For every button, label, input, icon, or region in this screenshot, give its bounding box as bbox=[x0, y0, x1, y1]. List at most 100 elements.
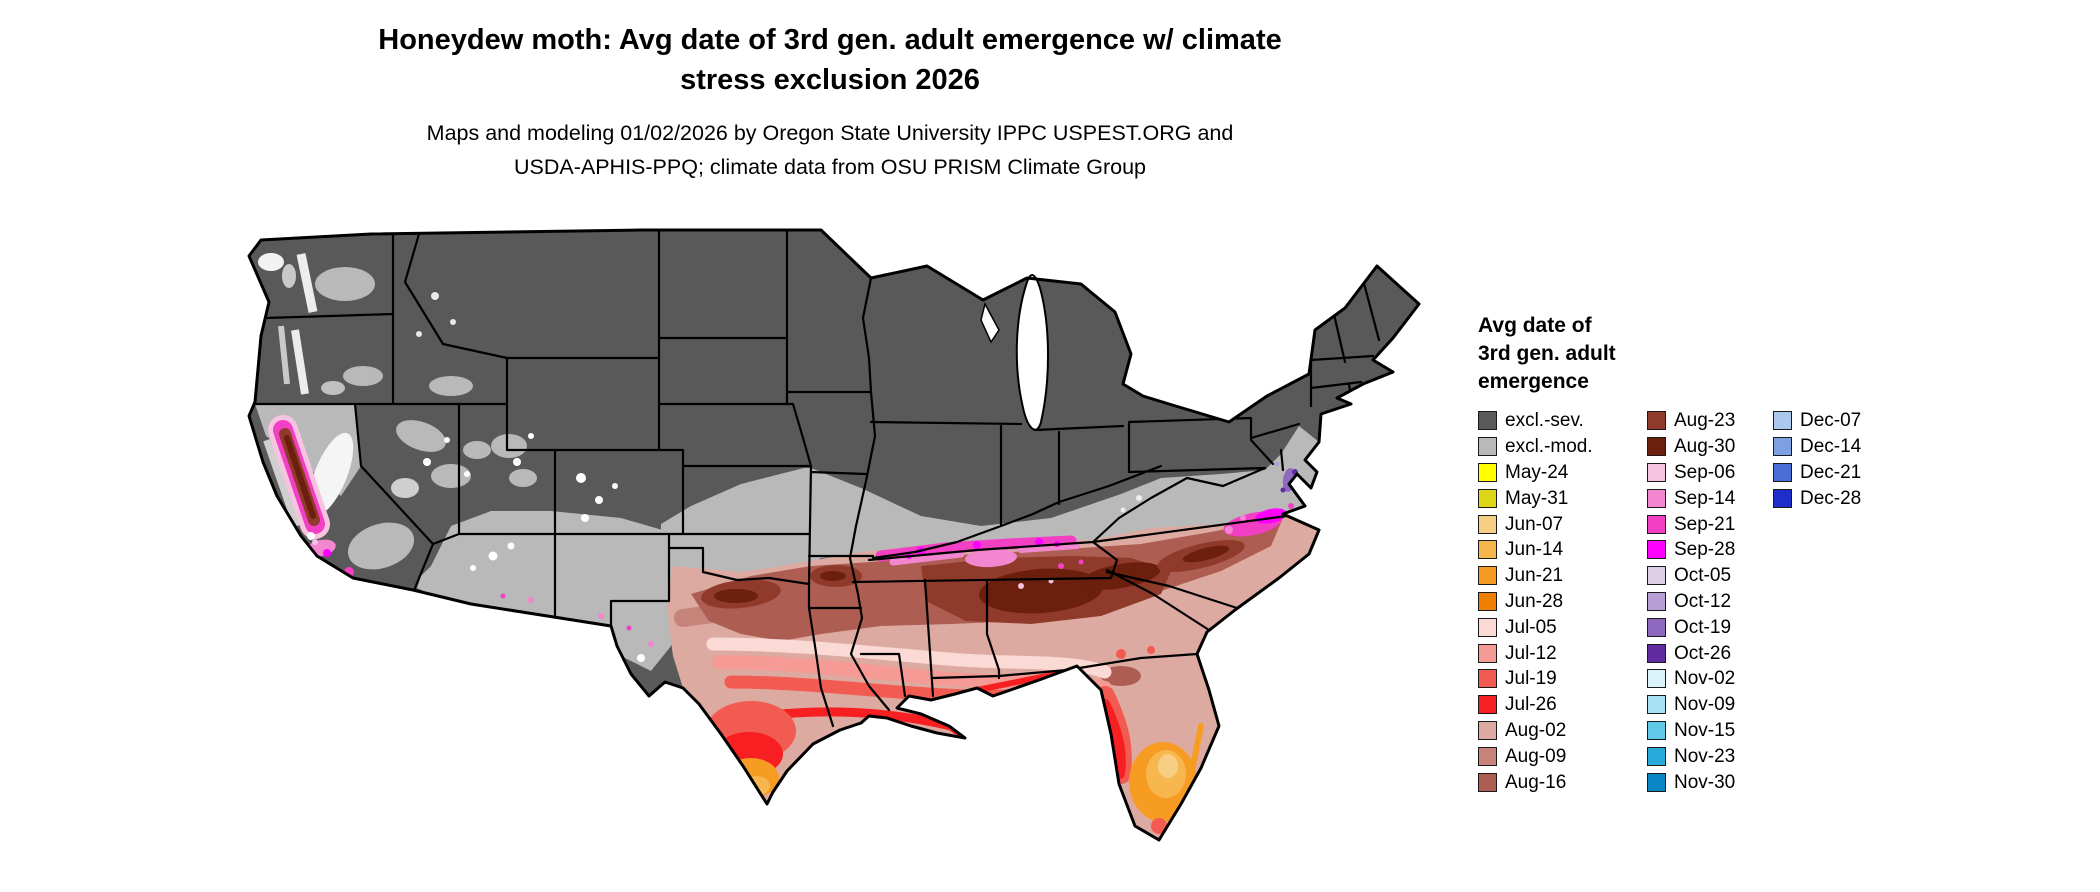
legend-entry: Jun-21 bbox=[1478, 563, 1647, 589]
legend-swatch bbox=[1647, 514, 1666, 534]
legend-entry-label: Aug-02 bbox=[1505, 719, 1567, 741]
excl-moderate-utah-2 bbox=[509, 469, 537, 487]
legend-entry-label: Dec-21 bbox=[1800, 461, 1862, 483]
darkpurple-speck-2 bbox=[1280, 487, 1286, 493]
magenta-speck-tn-2 bbox=[973, 541, 981, 549]
us-map-svg bbox=[247, 228, 1421, 876]
white-olympics bbox=[258, 253, 284, 271]
legend-swatch bbox=[1478, 669, 1497, 689]
legend-entry-label: Aug-23 bbox=[1674, 410, 1736, 432]
legend-column-3: Dec-07 Dec-14 Dec-21 Dec-28 bbox=[1773, 408, 1861, 511]
legend-swatch bbox=[1773, 411, 1792, 431]
legend-entry-label: Jun-07 bbox=[1505, 513, 1564, 535]
pink-speck-nc-1 bbox=[1225, 526, 1233, 534]
pink-speck-nm-1 bbox=[598, 613, 604, 619]
pink-speck-nm-3 bbox=[587, 628, 591, 632]
title-line-1: Honeydew moth: Avg date of 3rd gen. adul… bbox=[378, 24, 1282, 56]
us-outline bbox=[247, 228, 1421, 842]
header: Honeydew moth: Avg date of 3rd gen. adul… bbox=[190, 20, 1470, 184]
ca-valley-darkbrown bbox=[284, 435, 316, 519]
page-subtitle: Maps and modeling 01/02/2026 by Oregon S… bbox=[190, 116, 1470, 184]
excl-moderate-se-oregon-2 bbox=[321, 381, 345, 395]
legend-entry: Sep-14 bbox=[1647, 485, 1773, 511]
red-speck-georgia-2 bbox=[1147, 646, 1155, 654]
legend-swatch bbox=[1647, 617, 1666, 637]
excl-moderate-basin-1 bbox=[396, 420, 446, 452]
legend-entry: Nov-02 bbox=[1647, 666, 1773, 692]
legend-entry-label: Sep-28 bbox=[1674, 539, 1736, 561]
legend-entry: Aug-16 bbox=[1478, 769, 1647, 795]
ca-la-magenta bbox=[323, 549, 331, 557]
subtitle-line-1: Maps and modeling 01/02/2026 by Oregon S… bbox=[426, 121, 1234, 145]
us-choropleth-map bbox=[221, 226, 1427, 882]
sfl-tip-red bbox=[1151, 818, 1167, 834]
title-line-2: stress exclusion 2026 bbox=[680, 64, 980, 96]
legend-entry: Jun-28 bbox=[1478, 589, 1647, 615]
legend-swatch bbox=[1478, 643, 1497, 663]
legend-entry: Nov-30 bbox=[1647, 769, 1773, 795]
florida-keys-yellow bbox=[1129, 872, 1173, 876]
excl-moderate-se-california bbox=[347, 522, 415, 570]
white-speck-co-3 bbox=[581, 514, 589, 522]
band-jul05 bbox=[706, 637, 1112, 679]
legend-entry: Jul-19 bbox=[1478, 666, 1647, 692]
legend-swatch bbox=[1478, 462, 1497, 482]
legend-swatch bbox=[1478, 411, 1497, 431]
pink-blob-mid-tn bbox=[965, 548, 1017, 568]
sfl-east-coast-orange bbox=[1186, 723, 1204, 789]
excl-moderate-willamette bbox=[278, 325, 290, 385]
legend-swatch bbox=[1773, 437, 1792, 457]
legend-entry: Dec-28 bbox=[1773, 485, 1861, 511]
legend-entry-label: May-31 bbox=[1505, 487, 1569, 509]
excl-moderate-e-wash bbox=[315, 267, 375, 301]
legend-swatch bbox=[1647, 462, 1666, 482]
legend-entry: Oct-05 bbox=[1647, 563, 1773, 589]
white-or-cascades bbox=[291, 329, 309, 395]
legend-swatch bbox=[1478, 617, 1497, 637]
sfl-orange-pale bbox=[1158, 754, 1178, 778]
excl-moderate-southwest bbox=[417, 511, 681, 671]
legend-entry: Dec-14 bbox=[1773, 434, 1861, 460]
pink-speck-nm-2 bbox=[626, 625, 632, 631]
legend-entry-label: Sep-21 bbox=[1674, 513, 1736, 535]
pink-band-tn-1 bbox=[889, 550, 965, 566]
legend-swatch bbox=[1647, 591, 1666, 611]
ca-la-pale bbox=[312, 539, 318, 545]
white-speck-wv-1 bbox=[1136, 495, 1142, 501]
legend-entry: Aug-09 bbox=[1478, 743, 1647, 769]
legend-swatch bbox=[1647, 695, 1666, 715]
legend-entry-label: Jul-12 bbox=[1505, 642, 1557, 664]
legend-swatch bbox=[1478, 540, 1497, 560]
legend-swatch bbox=[1647, 411, 1666, 431]
white-speck-nv-2 bbox=[444, 437, 450, 443]
legend-entry: Dec-21 bbox=[1773, 460, 1861, 486]
legend-swatch bbox=[1478, 591, 1497, 611]
white-speck-co-4 bbox=[612, 483, 618, 489]
legend-entry: May-31 bbox=[1478, 485, 1647, 511]
legend-entry-label: Dec-28 bbox=[1800, 487, 1862, 509]
state-borders bbox=[249, 230, 1381, 728]
white-speck-nv-3 bbox=[464, 471, 470, 477]
legend-entry: May-24 bbox=[1478, 460, 1647, 486]
excl-moderate-coast-range bbox=[263, 438, 301, 528]
legend-entry: Nov-15 bbox=[1647, 718, 1773, 744]
white-speck-ut-2 bbox=[528, 433, 534, 439]
legend-entry-label: May-24 bbox=[1505, 461, 1569, 483]
excl-moderate-midband bbox=[661, 426, 1319, 578]
legend-entry: Aug-30 bbox=[1647, 434, 1773, 460]
legend-swatch bbox=[1478, 488, 1497, 508]
legend-title-line-1: Avg date of bbox=[1478, 314, 1592, 337]
legend-entry-label: Aug-09 bbox=[1505, 745, 1567, 767]
magenta-speck-seva bbox=[1288, 503, 1294, 509]
legend-entry: Sep-28 bbox=[1647, 537, 1773, 563]
legend-swatch bbox=[1647, 540, 1666, 560]
pink-speck-az-2 bbox=[500, 593, 506, 599]
legend-entry: Jun-07 bbox=[1478, 511, 1647, 537]
legend-column-1: excl.-sev. excl.-mod. May-24 May bbox=[1478, 408, 1647, 795]
white-speck-ut-1 bbox=[513, 458, 521, 466]
legend-entry: Aug-23 bbox=[1647, 408, 1773, 434]
legend-swatch bbox=[1647, 746, 1666, 766]
pink-speck-nc-2 bbox=[1240, 515, 1246, 521]
white-speck-az-2 bbox=[507, 542, 515, 550]
legend-swatch bbox=[1647, 566, 1666, 586]
